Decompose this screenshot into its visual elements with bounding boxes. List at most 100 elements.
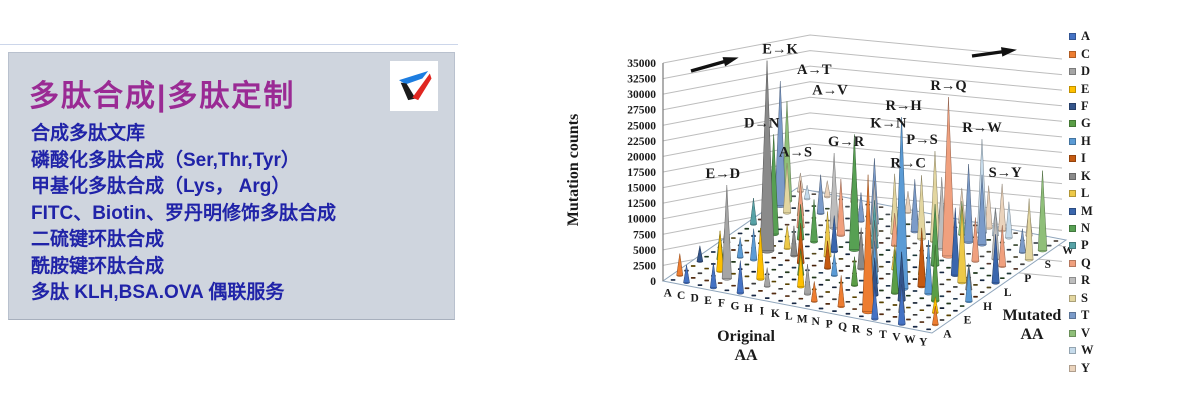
cone-W-to-Q: [998, 225, 1007, 267]
floor-marker: [818, 236, 824, 238]
floor-marker: [939, 307, 945, 309]
x-axis-letter-V: V: [892, 332, 901, 344]
y-tick-label-35000: 35000: [627, 58, 656, 70]
service-item-3[interactable]: 甲基化多肽合成（Lys， Arg）: [31, 176, 291, 197]
annotation-E-to-D: E→D: [705, 166, 740, 182]
cone-T-to-H: [924, 240, 933, 294]
floor-marker: [811, 252, 817, 255]
floor-marker: [818, 224, 823, 227]
service-item-2[interactable]: 磷酸化多肽合成（Ser,Thr,Tyr）: [31, 149, 300, 171]
floor-marker: [1033, 242, 1039, 244]
floor-marker: [804, 233, 810, 236]
floor-marker: [885, 225, 891, 228]
floor-marker: [845, 217, 850, 220]
floor-marker: [939, 319, 945, 321]
x-axis-letter-E: E: [704, 295, 712, 307]
floor-marker: [885, 273, 891, 275]
floor-marker: [845, 241, 850, 244]
legend-label-I: I: [1081, 151, 1086, 166]
floor-marker: [1013, 232, 1018, 235]
direction-arrow-left-icon: [690, 58, 731, 73]
legend-label-F: F: [1081, 98, 1089, 113]
service-item-1[interactable]: 合成多肽文库: [31, 123, 146, 144]
floor-marker: [805, 245, 810, 248]
floor-marker: [1013, 256, 1018, 258]
annotation-K-to-N: K→N: [870, 115, 907, 131]
x-axis-letter-L: L: [785, 311, 793, 323]
floor-marker: [771, 268, 777, 271]
floor-marker: [744, 251, 750, 254]
floor-marker: [744, 263, 750, 266]
x-axis-letter-A: A: [664, 287, 673, 299]
floor-marker: [737, 232, 743, 235]
floor-marker: [744, 239, 750, 242]
x-axis-letter-Y: Y: [919, 337, 928, 349]
floor-marker: [825, 291, 830, 293]
floor-marker: [832, 310, 837, 312]
floor-marker: [852, 296, 857, 299]
x-axis-letter-M: M: [797, 313, 808, 325]
floor-marker: [986, 262, 992, 265]
legend-item-M: M: [1069, 202, 1094, 219]
annotation-A-to-S: A→S: [779, 145, 812, 161]
legend-swatch-Q: [1069, 259, 1076, 267]
service-item-5[interactable]: 二硫键环肽合成: [31, 229, 165, 250]
annotation-S-to-Y: S→Y: [989, 165, 1023, 181]
floor-marker: [986, 239, 992, 241]
floor-marker: [791, 195, 796, 198]
floor-marker: [731, 237, 736, 239]
floor-marker: [697, 284, 703, 286]
floor-marker: [838, 258, 844, 260]
legend-item-K: K: [1069, 168, 1094, 185]
floor-marker: [939, 295, 945, 298]
floor-marker: [1006, 248, 1012, 251]
x-axis-letter-W: W: [904, 334, 916, 346]
floor-marker: [825, 207, 830, 210]
cone-E-to-D: [721, 185, 732, 279]
floor-marker: [845, 312, 851, 315]
floor-marker: [697, 272, 703, 275]
legend-item-I: I: [1069, 150, 1094, 167]
cone-R-to-Y: [984, 185, 993, 229]
x-axis-letter-H: H: [744, 303, 753, 315]
legend-item-T: T: [1069, 307, 1094, 324]
floor-marker: [838, 269, 844, 272]
company-logo[interactable]: [390, 61, 438, 111]
service-item-7[interactable]: 多肽 KLH,BSA.OVA 偶联服务: [31, 282, 285, 303]
floor-marker: [959, 305, 965, 307]
depth-axis-letter-P: P: [1024, 273, 1031, 285]
floor-marker: [845, 300, 851, 303]
legend-label-L: L: [1081, 186, 1090, 201]
cone-T-to-W: [1005, 201, 1013, 239]
gridline-30000: [662, 65, 1063, 95]
floor-marker: [878, 253, 884, 256]
floor-marker: [778, 264, 783, 266]
floor-marker: [825, 303, 831, 305]
floor-marker: [845, 253, 850, 256]
floor-marker: [845, 289, 851, 291]
legend-swatch-D: [1069, 68, 1076, 76]
cone-Y-to-M: [991, 234, 1000, 284]
legend-swatch-T: [1069, 312, 1076, 320]
cone-H-to-Q: [836, 179, 846, 236]
depth-axis-title-line1: Mutated: [1003, 307, 1062, 324]
service-item-4[interactable]: FITC、Biotin、罗丹明修饰多肽合成: [31, 202, 337, 224]
cone-S-to-T: [977, 174, 987, 245]
legend-label-Q: Q: [1081, 255, 1091, 270]
floor-marker: [906, 294, 911, 297]
legend-item-A: A: [1069, 28, 1094, 45]
cone-M-to-T: [910, 179, 919, 232]
cone-D-to-H: [736, 237, 744, 258]
cone-V-to-L: [957, 206, 967, 283]
annotation-D-to-N: D→N: [744, 115, 780, 131]
cone-K-to-Y: [904, 191, 912, 213]
floor-marker: [818, 260, 824, 262]
floor-marker: [892, 316, 898, 318]
floor-marker: [751, 270, 756, 273]
floor-marker: [885, 320, 891, 323]
service-item-6[interactable]: 酰胺键环肽合成: [31, 255, 165, 277]
legend-swatch-C: [1069, 50, 1076, 58]
floor-marker: [798, 297, 804, 300]
x-axis-letter-F: F: [718, 298, 725, 310]
